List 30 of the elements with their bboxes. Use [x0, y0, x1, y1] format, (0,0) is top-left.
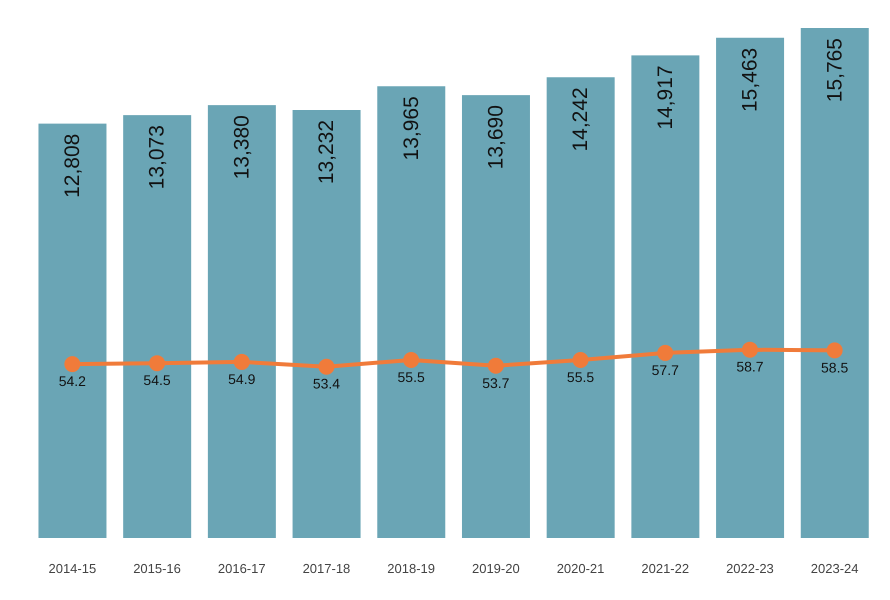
x-tick-label: 2018-19 [387, 561, 436, 576]
data-label: 12,808 [60, 134, 84, 198]
data-label: 54.9 [228, 370, 256, 387]
x-tick-label: 2022-23 [726, 561, 774, 576]
x-tick-label: 2016-17 [218, 561, 266, 576]
data-label: 55.5 [566, 368, 594, 385]
data-label: 15,765 [823, 38, 846, 102]
data-label: 54.2 [58, 373, 86, 390]
x-tick-label: 2015-16 [133, 561, 181, 576]
x-tick-label: 2023-24 [810, 561, 859, 576]
x-tick-label: 2017-18 [302, 561, 350, 576]
x-tick-label: 2019-20 [472, 561, 520, 576]
x-tick-label: 2021-22 [641, 561, 690, 576]
x-tick-label: 2020-21 [556, 561, 604, 576]
data-label: 13,380 [230, 115, 254, 180]
data-label: 14,917 [654, 65, 677, 130]
data-label: 58.7 [736, 358, 764, 375]
data-label: 13,965 [400, 96, 423, 160]
data-label: 14,242 [569, 87, 592, 152]
data-label: 54.5 [143, 372, 171, 388]
x-tick-label: 2014-15 [48, 561, 96, 576]
data-label: 57.7 [652, 362, 680, 378]
data-label: 58.5 [821, 359, 848, 376]
data-label: 15,463 [738, 48, 762, 112]
data-label: 13,232 [315, 120, 338, 184]
data-label: 13,690 [484, 105, 508, 170]
data-label: 53.7 [482, 374, 510, 391]
data-label: 13,073 [146, 125, 169, 190]
data-label: 53.4 [312, 376, 340, 392]
data-label: 55.5 [398, 368, 425, 385]
